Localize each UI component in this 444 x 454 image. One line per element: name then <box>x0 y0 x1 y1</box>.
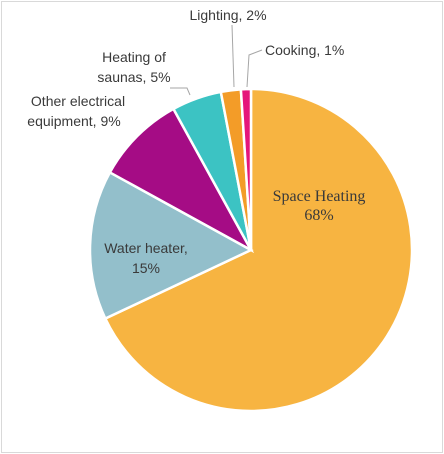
label-saunas-pct: saunas, 5% <box>97 69 170 85</box>
label-other-electrical-pct: equipment, 9% <box>27 113 120 129</box>
label-other-electrical: Other electrical <box>31 93 125 109</box>
slice-space-heating <box>103 87 414 413</box>
leader-line-lighting <box>231 24 235 88</box>
slice-other-electrical <box>108 107 255 254</box>
label-space-heating-pct: 68% <box>304 207 333 224</box>
slice-water-heater <box>88 170 254 321</box>
label-lighting: Lighting, 2% <box>189 7 266 23</box>
label-saunas: Heating of <box>102 49 166 65</box>
leader-line-saunas <box>170 87 191 96</box>
leader-line-cooking <box>246 49 263 88</box>
label-space-heating: Space Heating <box>273 188 366 205</box>
pie-slices <box>88 87 414 413</box>
slice-cooking <box>239 87 253 251</box>
label-cooking: Cooking, 1% <box>265 42 344 58</box>
label-water-heater-pct: 15% <box>132 260 160 276</box>
label-water-heater: Water heater, <box>104 240 188 256</box>
